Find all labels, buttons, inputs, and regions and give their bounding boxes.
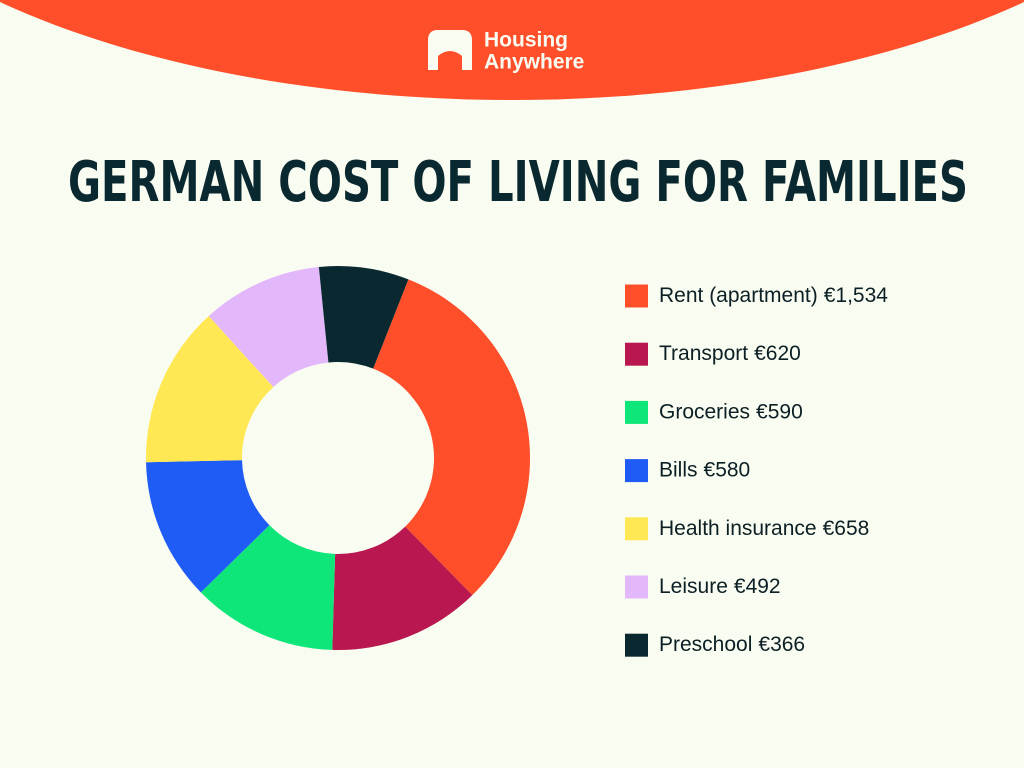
legend-label: Health insurance <box>659 516 817 539</box>
legend-swatch <box>625 517 648 541</box>
legend-label: Preschool <box>659 633 752 656</box>
donut-slice <box>146 460 270 593</box>
legend-swatch <box>625 342 648 366</box>
legend-value: €580 <box>704 458 751 481</box>
legend-entry: Health insurance €658 <box>659 516 869 539</box>
legend-entry: Transport €620 <box>659 342 801 365</box>
donut-slice <box>200 525 336 650</box>
donut-slice <box>318 266 409 369</box>
legend-swatch <box>625 459 648 483</box>
legend-entry: Preschool €366 <box>659 633 805 656</box>
legend-swatch <box>625 284 648 308</box>
logo-icon <box>428 30 472 70</box>
legend-value: €620 <box>754 342 801 365</box>
legend-label: Groceries <box>659 400 750 423</box>
donut-slice <box>332 526 473 650</box>
legend-value: €590 <box>756 400 803 423</box>
donut-slice <box>208 266 329 388</box>
brand-line: Housing <box>484 29 568 52</box>
legend-swatch <box>625 633 648 657</box>
legend-value: €1,534 <box>824 284 889 307</box>
legend-label: Leisure <box>659 575 728 598</box>
legend-entry: Leisure €492 <box>659 575 781 598</box>
donut-slice <box>146 316 274 463</box>
donut-slice <box>373 279 531 596</box>
legend-label: Bills <box>659 458 698 481</box>
brand-line: Anywhere <box>484 51 584 74</box>
header-band <box>0 0 1024 100</box>
legend-value: €492 <box>734 575 781 598</box>
legend-value: €366 <box>758 633 805 656</box>
legend-swatch <box>625 575 648 599</box>
legend-label: Transport <box>659 342 748 365</box>
chart-title: GERMAN COST OF LIVING FOR FAMILIES <box>68 150 968 215</box>
legend-entry: Bills €580 <box>659 458 750 481</box>
legend-entry: Rent (apartment) €1,534 <box>659 284 888 307</box>
legend-label: Rent (apartment) <box>659 284 818 307</box>
legend-value: €658 <box>823 516 870 539</box>
legend-swatch <box>625 400 648 424</box>
legend-entry: Groceries €590 <box>659 400 803 423</box>
